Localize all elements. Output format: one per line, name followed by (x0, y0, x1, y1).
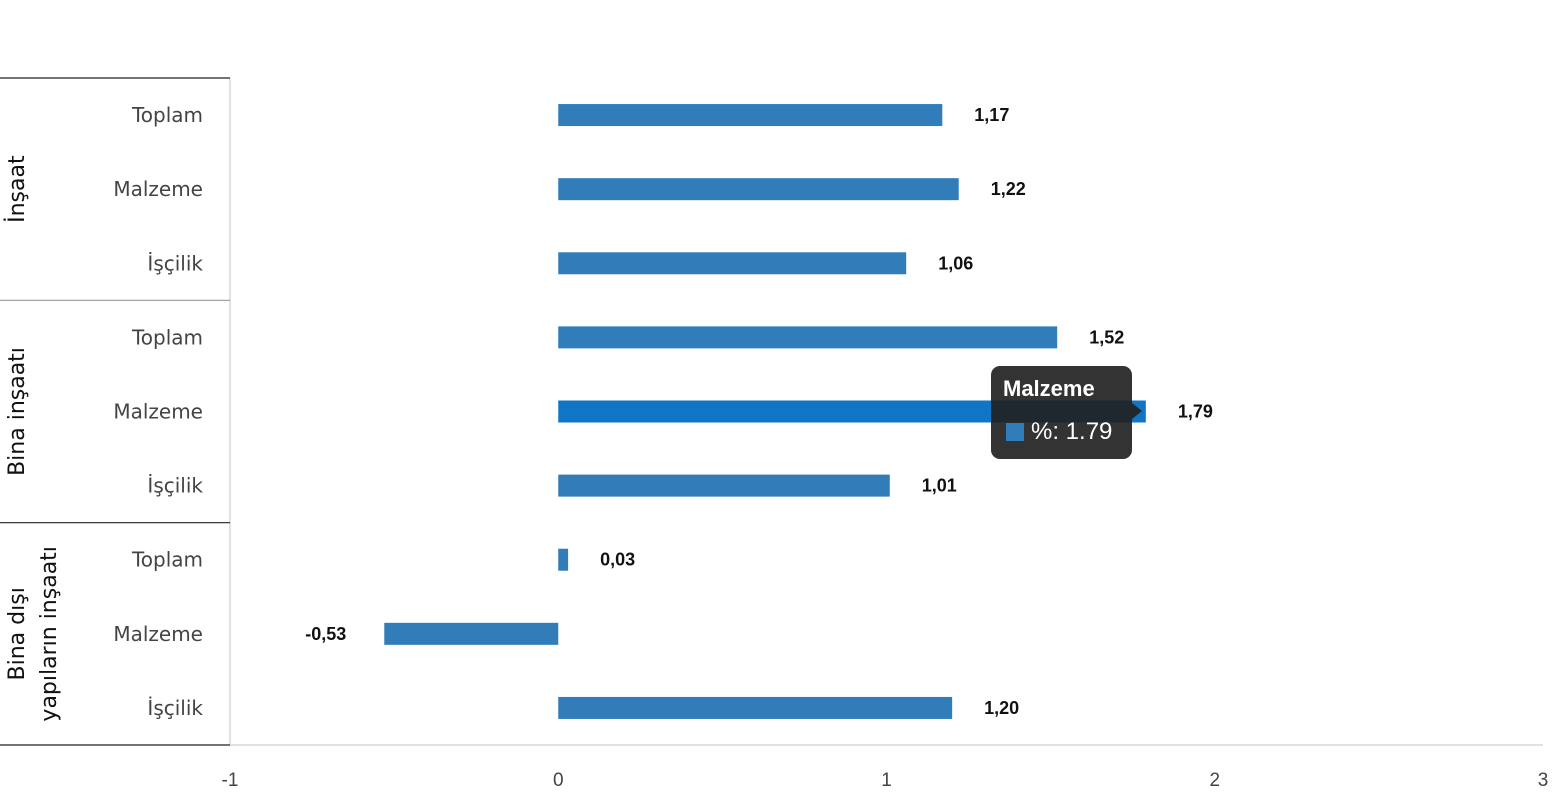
tooltip-swatch (1006, 423, 1024, 441)
category-label: İşçilik (147, 696, 203, 720)
tooltip-title: Malzeme (1003, 376, 1095, 401)
group-label-line: İnşaat (4, 155, 30, 223)
bar (558, 326, 1058, 349)
bar (558, 696, 953, 719)
category-label: Toplam (131, 548, 203, 572)
bar (558, 548, 569, 571)
tooltip-value: %: 1.79 (1031, 418, 1113, 445)
group-label: Bina dışı yapıların inşaatı (5, 546, 62, 721)
data-label: 1,20 (984, 698, 1019, 718)
data-label: -0,53 (305, 624, 346, 644)
bar (558, 178, 959, 201)
bar (558, 474, 890, 497)
tooltip: Malzeme %: 1.79 (991, 366, 1142, 459)
category-label: İşçilik (147, 251, 203, 275)
data-label: 1,22 (991, 179, 1026, 199)
data-label: 0,03 (600, 550, 635, 570)
category-label: Toplam (131, 325, 203, 349)
data-label: 1,06 (938, 253, 973, 273)
data-label: 1,17 (974, 105, 1009, 125)
x-tick-label: 0 (553, 770, 564, 791)
x-tick-label: 1 (881, 770, 892, 791)
group-label-line: yapıların inşaatı (37, 546, 62, 721)
group-label-line: Bina inşaatı (5, 347, 30, 476)
bar (558, 104, 943, 127)
category-label: Malzeme (113, 622, 203, 646)
group-label: İnşaat (4, 155, 30, 223)
x-tick-label: 3 (1538, 770, 1549, 791)
bar (558, 252, 907, 275)
category-label: Malzeme (113, 400, 203, 424)
category-label: İşçilik (147, 474, 203, 498)
data-label: 1,01 (922, 476, 957, 496)
group-label-line: Bina dışı (5, 587, 30, 680)
x-tick-label: 2 (1209, 770, 1220, 791)
bar (384, 622, 559, 645)
data-label: 1,52 (1089, 327, 1124, 347)
x-tick-label: -1 (222, 770, 239, 791)
tooltip-arrow (1132, 403, 1142, 419)
category-label: Malzeme (113, 177, 203, 201)
group-label: Bina inşaatı (5, 347, 30, 476)
data-label: 1,79 (1178, 402, 1213, 422)
category-label: Toplam (131, 103, 203, 127)
